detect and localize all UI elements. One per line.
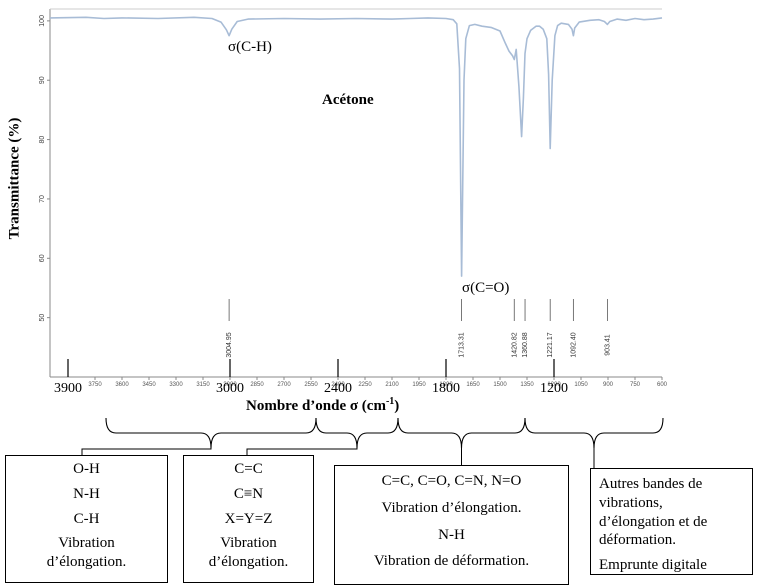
x-major-tick-label: 1800 bbox=[432, 381, 460, 396]
x-minor-tick-label: 1200 bbox=[547, 382, 561, 388]
transmittance-curve bbox=[49, 16, 663, 277]
box3-line: N-H bbox=[438, 526, 465, 543]
peak-label: 1420.82 bbox=[511, 332, 518, 357]
brace-region-3 bbox=[397, 417, 526, 449]
connector-1 bbox=[81, 448, 212, 455]
y-tick-label: 80 bbox=[39, 136, 46, 144]
x-major-tick-label: 3900 bbox=[54, 381, 82, 396]
x-minor-tick-label: 2700 bbox=[277, 382, 291, 388]
x-major-tick-label: 2400 bbox=[324, 381, 352, 396]
x-axis-label-end: ) bbox=[394, 398, 400, 414]
box1-line: C-H bbox=[73, 510, 100, 527]
x-minor-tick-label: 1800 bbox=[439, 382, 453, 388]
brace-region-4 bbox=[524, 417, 664, 449]
x-minor-tick-label: 900 bbox=[603, 382, 614, 388]
x-minor-tick-label: 3450 bbox=[142, 382, 156, 388]
annotation-ch: σ(C-H) bbox=[228, 39, 272, 55]
x-minor-tick-label: 600 bbox=[657, 382, 668, 388]
peak-label: 903.41 bbox=[604, 334, 611, 356]
box2-line: Vibration bbox=[220, 535, 277, 552]
box2-line: C=C bbox=[234, 461, 263, 477]
box4-line: d’élongation et de bbox=[599, 513, 708, 530]
box4-line: Emprunte digitale bbox=[599, 557, 707, 573]
chart-title: Acétone bbox=[322, 92, 374, 108]
x-minor-tick-label: 2550 bbox=[304, 382, 318, 388]
peak-label: 1713.31 bbox=[459, 332, 466, 357]
x-axis-label: Nombre d’onde σ (cm-1) bbox=[246, 396, 399, 415]
x-minor-tick-label: 1650 bbox=[466, 382, 480, 388]
x-major-tick-label: 1200 bbox=[540, 381, 568, 396]
connector-2 bbox=[246, 448, 358, 455]
x-minor-tick-label: 3750 bbox=[88, 382, 102, 388]
peak-label: 1092.40 bbox=[570, 332, 577, 357]
box3-line: Vibration de déformation. bbox=[373, 553, 530, 570]
x-axis-label-sup: -1 bbox=[385, 396, 395, 407]
box-oh-nh-ch: O-H N-H C-H Vibration d’élongation. bbox=[5, 455, 168, 583]
box1-line: N-H bbox=[73, 485, 100, 502]
box3-line: C=C, C=O, C=N, N=O bbox=[381, 473, 522, 489]
peak-label: 1221.17 bbox=[547, 332, 554, 357]
box-double-bonds: C=C, C=O, C=N, N=O Vibration d’élongatio… bbox=[334, 465, 569, 585]
y-tick-label: 60 bbox=[39, 254, 46, 262]
box1-line: O-H bbox=[73, 461, 100, 477]
x-minor-tick-label: 2100 bbox=[385, 382, 399, 388]
x-minor-tick-label: 2850 bbox=[250, 382, 264, 388]
x-minor-tick-label: 3600 bbox=[115, 382, 129, 388]
x-minor-tick-label: 3150 bbox=[196, 382, 210, 388]
box2-line: d’élongation. bbox=[208, 554, 289, 570]
x-minor-tick-label: 1500 bbox=[493, 382, 507, 388]
box1-line: d’élongation. bbox=[46, 554, 127, 570]
y-tick-label: 100 bbox=[39, 15, 46, 27]
box4-line: déformation. bbox=[599, 532, 677, 549]
box-triple-bonds: C=C C≡N X=Y=Z Vibration d’élongation. bbox=[183, 455, 314, 583]
peak-label: 1360.88 bbox=[522, 332, 529, 357]
box2-line: X=Y=Z bbox=[224, 510, 273, 527]
x-minor-tick-label: 2400 bbox=[331, 382, 345, 388]
x-minor-tick-label: 3300 bbox=[169, 382, 183, 388]
y-axis-label: Transmittance (%) bbox=[6, 117, 23, 240]
x-axis-label-main: Nombre d’onde σ (cm bbox=[246, 398, 386, 414]
box-fingerprint: Autres bandes de vibrations, d’élongatio… bbox=[590, 468, 753, 575]
box1-line: Vibration bbox=[58, 535, 115, 552]
brace-region-2 bbox=[315, 417, 399, 449]
brace-region-1 bbox=[105, 417, 317, 449]
x-minor-tick-label: 3000 bbox=[223, 382, 237, 388]
box4-line: Autres bandes de bbox=[599, 476, 703, 492]
y-tick-label: 70 bbox=[39, 195, 46, 203]
x-minor-tick-label: 1050 bbox=[574, 382, 588, 388]
peak-label: 3004.95 bbox=[226, 332, 233, 357]
y-tick-label: 50 bbox=[39, 314, 46, 322]
x-minor-tick-label: 1350 bbox=[520, 382, 534, 388]
x-minor-tick-label: 1950 bbox=[412, 382, 426, 388]
box3-line: Vibration d’élongation. bbox=[381, 499, 522, 516]
annotation-co: σ(C=O) bbox=[462, 280, 509, 296]
box4-line: vibrations, bbox=[599, 494, 663, 511]
x-minor-tick-label: 750 bbox=[630, 382, 641, 388]
x-minor-tick-label: 2250 bbox=[358, 382, 372, 388]
box2-line: C≡N bbox=[233, 485, 264, 502]
x-major-tick-label: 3000 bbox=[216, 381, 244, 396]
y-tick-label: 90 bbox=[39, 76, 46, 84]
